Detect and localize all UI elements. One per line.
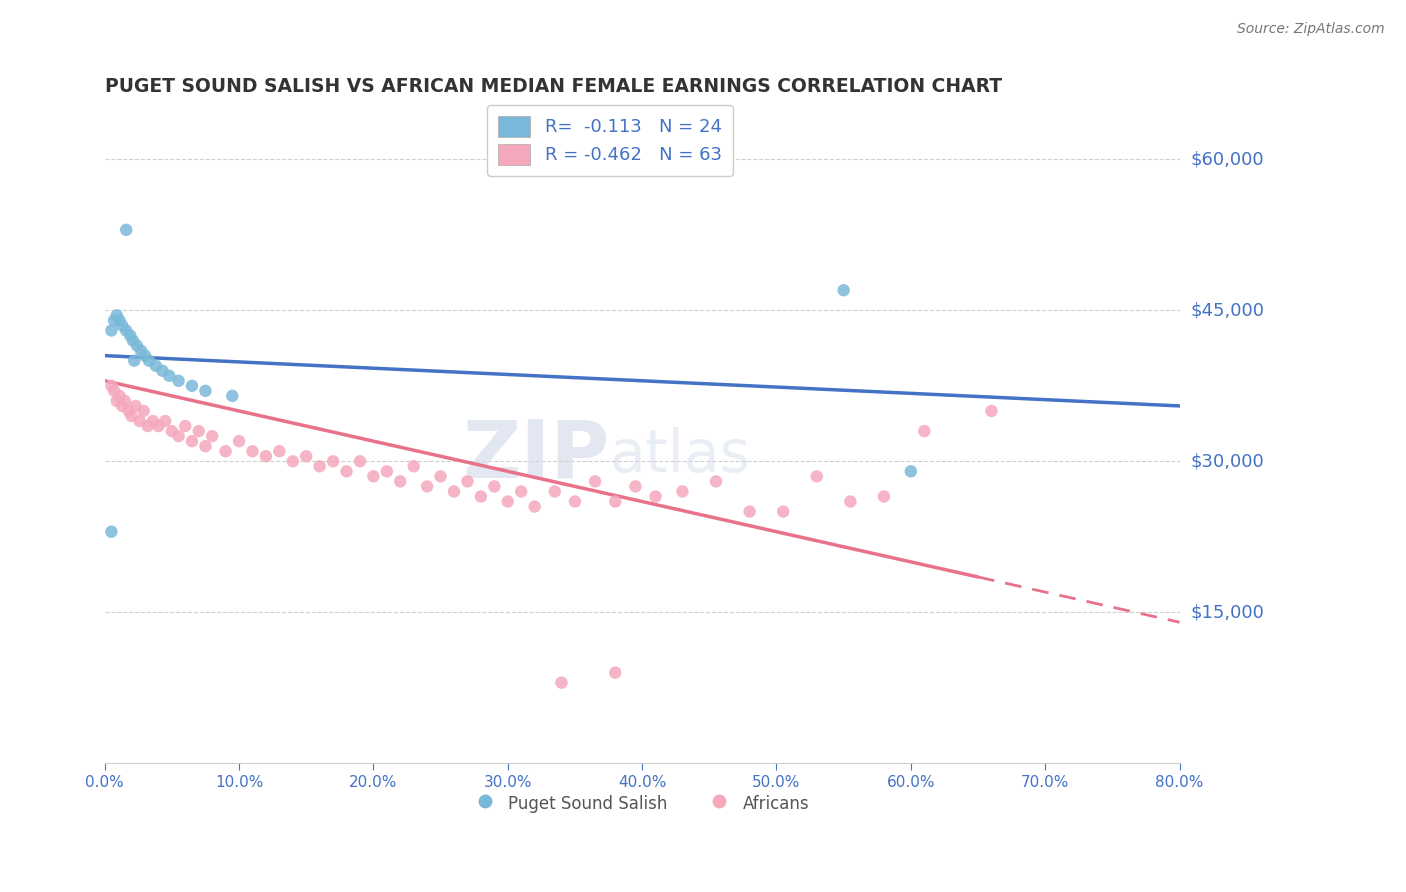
Point (523, 500, 546, 514)
Point (269, 444, 291, 458)
Point (429, 469, 451, 483)
Point (111, 399, 134, 413)
Point (167, 374, 190, 388)
Point (295, 449, 318, 463)
Point (738, 505, 761, 519)
Point (105, 309, 128, 323)
Point (510, 484, 533, 499)
Point (583, 475, 606, 489)
Point (174, 419, 197, 434)
Point (148, 419, 170, 434)
Point (160, 424, 183, 438)
Text: $30,000: $30,000 (1191, 452, 1264, 470)
Text: $15,000: $15,000 (1191, 603, 1264, 621)
Point (100, 524, 122, 539)
Point (484, 479, 506, 493)
Point (644, 490, 666, 504)
Point (100, 379, 122, 393)
Point (470, 490, 492, 504)
Point (181, 379, 204, 393)
Point (152, 364, 174, 378)
Point (605, 665, 627, 680)
Point (134, 349, 156, 363)
Point (122, 353, 145, 368)
Text: Source: ZipAtlas.com: Source: ZipAtlas.com (1237, 22, 1385, 37)
Point (363, 469, 385, 483)
Point (128, 414, 150, 428)
Point (349, 454, 371, 468)
Text: PUGET SOUND SALISH VS AFRICAN MEDIAN FEMALE EARNINGS CORRELATION CHART: PUGET SOUND SALISH VS AFRICAN MEDIAN FEM… (104, 78, 1002, 96)
Point (873, 490, 896, 504)
Point (806, 469, 828, 483)
Point (167, 429, 190, 443)
Point (201, 429, 224, 443)
Text: $45,000: $45,000 (1191, 301, 1264, 319)
Point (980, 404, 1002, 418)
Point (242, 444, 264, 458)
Point (115, 223, 138, 237)
Point (138, 353, 160, 368)
Point (114, 393, 136, 408)
Legend: Puget Sound Salish, Africans: Puget Sound Salish, Africans (468, 787, 815, 821)
Point (832, 283, 855, 297)
Point (181, 434, 204, 449)
Point (704, 475, 727, 489)
Point (228, 434, 250, 449)
Point (214, 444, 236, 458)
Point (605, 494, 627, 508)
Point (157, 368, 180, 383)
Point (111, 318, 134, 333)
Point (115, 323, 138, 337)
Point (132, 404, 155, 418)
Point (496, 494, 519, 508)
Point (100, 323, 122, 337)
Point (194, 439, 217, 453)
Text: atlas: atlas (610, 427, 751, 484)
Point (308, 459, 330, 474)
Point (443, 484, 465, 499)
Point (124, 399, 146, 413)
Point (187, 424, 209, 438)
Point (122, 334, 145, 348)
Point (118, 404, 141, 418)
Point (108, 313, 131, 327)
Point (550, 675, 572, 690)
Text: $60,000: $60,000 (1191, 151, 1264, 169)
Point (456, 475, 478, 489)
Point (335, 464, 357, 478)
Point (322, 454, 344, 468)
Point (671, 484, 693, 499)
Point (221, 389, 243, 403)
Point (142, 414, 165, 428)
Point (772, 505, 794, 519)
Point (839, 494, 862, 508)
Point (120, 328, 142, 343)
Point (105, 393, 128, 408)
Point (544, 484, 567, 499)
Point (389, 475, 412, 489)
Point (108, 389, 131, 403)
Point (103, 313, 125, 327)
Text: ZIP: ZIP (463, 417, 610, 495)
Point (900, 464, 922, 478)
Point (564, 494, 586, 508)
Point (153, 414, 176, 428)
Point (103, 384, 125, 398)
Point (281, 454, 304, 468)
Point (125, 338, 148, 352)
Point (375, 464, 398, 478)
Point (624, 479, 647, 493)
Point (416, 479, 439, 493)
Point (194, 384, 217, 398)
Point (254, 449, 277, 463)
Point (121, 409, 143, 423)
Point (145, 359, 167, 373)
Point (402, 459, 425, 474)
Point (136, 419, 159, 434)
Point (129, 343, 152, 358)
Point (912, 424, 935, 438)
